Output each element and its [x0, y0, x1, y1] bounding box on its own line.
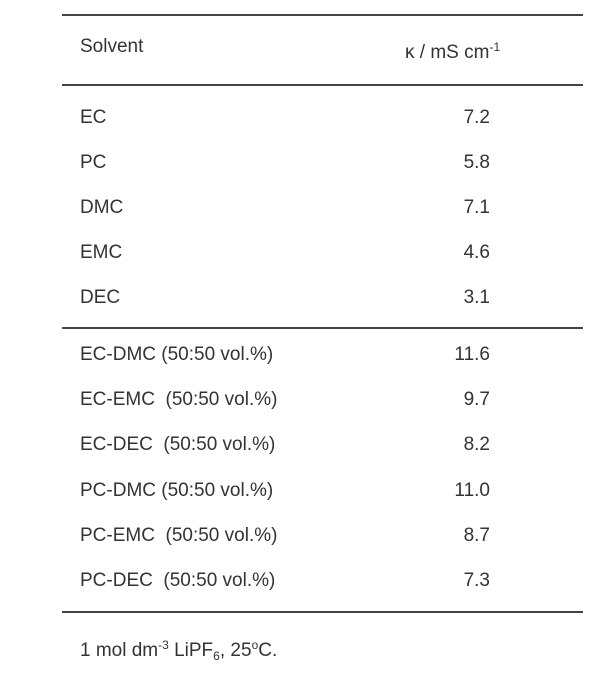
fn-sup: o: [251, 638, 259, 652]
solvent-cell: PC: [80, 152, 107, 173]
footnote: 1 mol dm-3 LiPF6, 25oC.: [80, 634, 277, 667]
fn-sup: -3: [158, 638, 169, 652]
fn-text: 1 mol dm: [80, 640, 159, 661]
solvent-cell: DEC: [80, 287, 121, 308]
solvent-cell: PC-DMC (50:50 vol.%): [80, 479, 274, 501]
header-solvent: Solvent: [80, 36, 144, 57]
conductivity-cell: 5.8: [463, 152, 490, 173]
fn-text: LiPF: [168, 640, 214, 661]
conductivity-cell: 7.3: [463, 570, 490, 591]
solvent-cell: EC: [80, 107, 107, 128]
solvent-cell: EC-EMC (50:50 vol.%): [80, 389, 278, 411]
conductivity-cell: 9.7: [463, 389, 490, 411]
header-rule: [62, 84, 583, 86]
conductivity-cell: 11.0: [454, 479, 490, 501]
group-rule: [62, 327, 583, 329]
unit-text: κ / mS cm: [405, 42, 490, 63]
fn-text: C.: [258, 640, 278, 661]
bottom-rule: [62, 611, 583, 613]
header-unit: κ / mS cm-1: [405, 36, 500, 64]
conductivity-cell: 8.7: [463, 524, 490, 546]
conductivity-cell: 4.6: [463, 242, 490, 263]
unit-sup: -1: [489, 40, 501, 54]
conductivity-cell: 11.6: [454, 344, 490, 365]
fn-text: , 25: [219, 640, 252, 661]
solvent-cell: EMC: [80, 242, 123, 263]
solvent-cell: EC-DEC (50:50 vol.%): [80, 434, 276, 456]
solvent-cell: DMC: [80, 197, 124, 218]
conductivity-cell: 3.1: [463, 287, 490, 308]
top-rule: [62, 14, 583, 16]
conductivity-cell: 7.2: [463, 107, 490, 128]
solvent-cell: PC-DEC (50:50 vol.%): [80, 570, 276, 591]
conductivity-cell: 7.1: [463, 197, 490, 218]
solvent-cell: EC-DMC (50:50 vol.%): [80, 344, 274, 365]
fn-sub: 6: [213, 649, 220, 663]
conductivity-cell: 8.2: [463, 434, 490, 456]
solvent-cell: PC-EMC (50:50 vol.%): [80, 524, 278, 546]
